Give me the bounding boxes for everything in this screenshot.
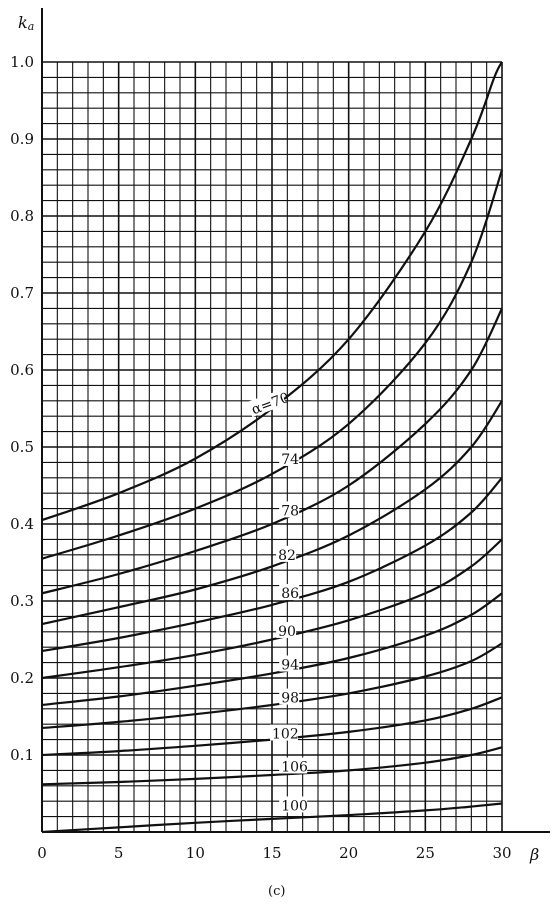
y-axis-title: ka xyxy=(18,13,34,33)
curve-label-background xyxy=(276,621,297,638)
curve-label: 106 xyxy=(281,759,308,775)
curve-label-background xyxy=(279,757,308,774)
curve-label-background xyxy=(279,449,300,466)
x-tick-labels: 0 5 10 15 20 25 30 xyxy=(37,844,511,862)
series-line xyxy=(41,307,503,595)
curve-label-background xyxy=(270,724,298,741)
figure-caption: (c) xyxy=(268,884,285,899)
series-line xyxy=(41,538,503,680)
series-line xyxy=(41,169,504,560)
y-tick-label: 0.8 xyxy=(10,207,34,225)
curve-label: 100 xyxy=(281,798,308,814)
y-tick-label: 0.4 xyxy=(10,515,34,533)
series-line xyxy=(41,592,503,707)
y-tick-label: 0.9 xyxy=(10,130,34,148)
curve-label-background xyxy=(279,655,300,672)
x-tick-label: 25 xyxy=(416,844,435,862)
series-line xyxy=(41,477,503,653)
y-tick-label: 1.0 xyxy=(10,53,34,71)
y-tick-label: 0.2 xyxy=(10,669,34,687)
grid xyxy=(41,61,503,833)
series-line xyxy=(41,696,503,757)
x-tick-label: 20 xyxy=(339,844,358,862)
series-line xyxy=(41,400,503,626)
series-line xyxy=(41,642,503,730)
curve-label: 102 xyxy=(272,727,299,743)
curve-label: 98 xyxy=(281,691,299,707)
curve-label-background xyxy=(279,688,300,705)
curve-label-background xyxy=(246,389,287,418)
x-tick-label: 0 xyxy=(37,844,47,862)
curve-label-background xyxy=(279,584,300,601)
y-tick-label: 0.7 xyxy=(10,284,34,302)
y-tick-label: 0.6 xyxy=(10,361,34,379)
x-tick-label: 5 xyxy=(114,844,124,862)
y-axis-title-sub: a xyxy=(28,20,35,33)
series-line xyxy=(41,802,503,834)
curve-label-background xyxy=(279,501,300,518)
curve-label: 74 xyxy=(281,452,299,468)
x-tick-label: 10 xyxy=(186,844,205,862)
y-tick-labels: 0.1 0.2 0.3 0.4 0.5 0.6 0.7 0.8 0.9 1.0 xyxy=(10,53,34,764)
y-axis-title-main: k xyxy=(18,13,28,32)
curve-label-background xyxy=(279,796,308,813)
x-tick-label: 15 xyxy=(262,844,281,862)
curve-label: 90 xyxy=(278,624,296,640)
curve-label: 78 xyxy=(281,503,299,519)
x-tick-label: 30 xyxy=(492,844,511,862)
y-tick-label: 0.1 xyxy=(10,746,34,764)
y-tick-label: 0.3 xyxy=(10,592,34,610)
x-axis-title: β xyxy=(529,845,539,864)
series-line xyxy=(41,61,503,522)
curve-label: 86 xyxy=(281,586,299,602)
curve-label: 94 xyxy=(281,658,299,674)
y-tick-label: 0.5 xyxy=(10,438,34,456)
curve-label: 82 xyxy=(278,548,296,564)
curve-label-background xyxy=(276,545,297,562)
axes xyxy=(41,8,550,833)
